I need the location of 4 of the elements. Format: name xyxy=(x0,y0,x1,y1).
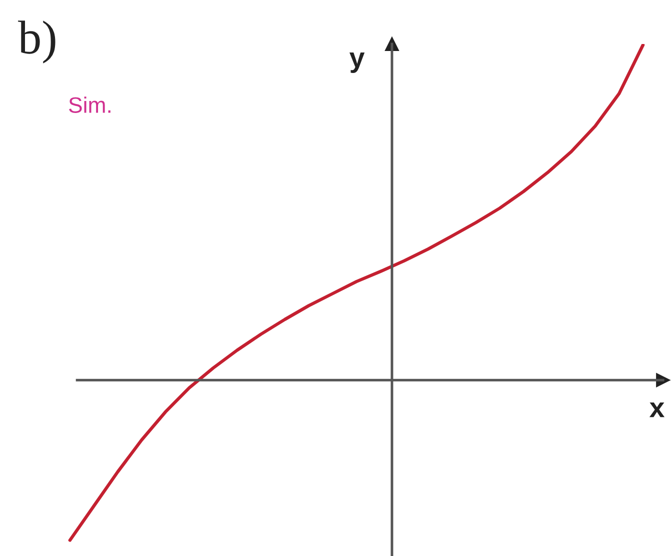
x-axis-title: x xyxy=(649,402,665,418)
annotation: Sim. xyxy=(69,96,110,113)
y-axis-title: y xyxy=(349,52,365,73)
chart-title: b) xyxy=(18,20,56,64)
